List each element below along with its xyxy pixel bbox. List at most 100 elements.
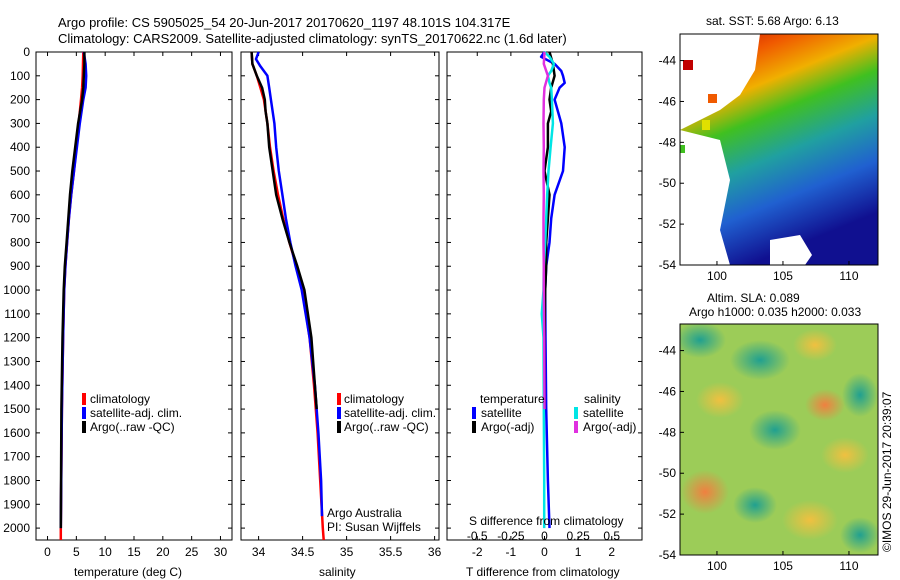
map-y-tick-label: -52 — [659, 217, 677, 231]
salinity-xlabel: salinity — [319, 565, 356, 579]
depth-tick-label: 200 — [10, 93, 30, 107]
legend-title-temperature: temperature — [480, 392, 545, 406]
s-tick-label: 0.25 — [566, 529, 590, 543]
map-y-tick-label: -50 — [659, 466, 677, 480]
series-line-temperature-argo-adj- — [543, 51, 556, 410]
sla-eddy — [733, 487, 777, 523]
x-tick-label: 2 — [608, 545, 615, 559]
legend-argo: Argo(..raw -QC) — [344, 420, 429, 434]
difference-legend: temperature salinity satellite Argo(-adj… — [472, 392, 636, 434]
series-line-argo-raw-qc- — [59, 52, 86, 529]
legend-swatch-satellite — [82, 407, 86, 419]
x-tick-label: -1 — [506, 545, 517, 559]
depth-tick-label: 100 — [10, 69, 30, 83]
depth-tick-label: 1300 — [3, 354, 30, 368]
depth-tick-label: 300 — [10, 116, 30, 130]
sst-cloud-mask — [770, 235, 812, 265]
s-difference-ticks: -0.5 -0.25 0 0.25 0.5 — [467, 529, 620, 543]
legend-argo: Argo(..raw -QC) — [90, 420, 175, 434]
depth-tick-label: 1400 — [3, 378, 30, 392]
depth-tick-label: 1800 — [3, 473, 30, 487]
legend-swatch-argo — [82, 421, 86, 433]
depth-tick-label: 600 — [10, 188, 30, 202]
header-line-1: Argo profile: CS 5905025_54 20-Jun-2017 … — [58, 15, 511, 30]
depth-axis: 0 100 200 300 400 500 600 700 800 900 1000 1100 1200… — [3, 45, 642, 535]
sla-eddy — [821, 437, 869, 473]
map-x-tick-label: 100 — [707, 559, 727, 573]
sla-eddy — [681, 470, 729, 514]
sla-eddy — [793, 329, 837, 361]
temperature-xlabel: temperature (deg C) — [74, 565, 182, 579]
legend-swatch-climatology — [82, 393, 86, 405]
depth-tick-label: 1700 — [3, 450, 30, 464]
legend-sal-satellite: satellite — [583, 406, 624, 420]
series-line-climatology — [250, 51, 325, 541]
map-y-tick-label: -48 — [659, 135, 677, 149]
s-tick-label: -0.5 — [467, 529, 488, 543]
sst-pixel — [683, 60, 693, 70]
x-tick-label: -2 — [472, 545, 483, 559]
x-tick-label: 0 — [541, 545, 548, 559]
header-line-2: Climatology: CARS2009. Satellite-adjuste… — [58, 31, 567, 46]
map-x-tick-label: 110 — [839, 269, 858, 283]
sla-eddy — [680, 324, 726, 358]
s-tick-label: 0 — [541, 529, 548, 543]
map-y-tick-label: -52 — [659, 507, 677, 521]
sla-eddy — [749, 410, 801, 450]
map-y-tick-label: -48 — [659, 425, 677, 439]
s-difference-label: S difference from climatology — [469, 514, 624, 528]
depth-tick-label: 1200 — [3, 331, 30, 345]
x-tick-label: 35 — [340, 545, 354, 559]
x-tick-label: 35.5 — [379, 545, 403, 559]
salinity-plot: 34 34.5 35 35.5 36 — [250, 51, 442, 559]
s-tick-label: 0.5 — [603, 529, 620, 543]
legend-temp-argo: Argo(-adj) — [481, 420, 534, 434]
sst-map-image — [680, 34, 878, 265]
x-tick-label: 20 — [156, 545, 170, 559]
legend-swatch-temp-satellite — [472, 407, 476, 419]
map-y-tick-label: -54 — [659, 258, 677, 272]
sla-eddy — [805, 389, 845, 421]
depth-tick-label: 0 — [23, 45, 30, 59]
difference-xlabel: T difference from climatology — [466, 565, 620, 579]
map-x-tick-label: 105 — [773, 269, 793, 283]
depth-tick-label: 500 — [10, 164, 30, 178]
salinity-legend: climatology satellite-adj. clim. Argo(..… — [337, 392, 436, 434]
sla-map-title-1: Altim. SLA: 0.089 — [707, 291, 800, 305]
series-line-salinity-argo-adj- — [542, 51, 550, 410]
sla-map-frame — [679, 323, 879, 556]
legend-climatology: climatology — [90, 392, 150, 406]
legend-swatch-satellite — [337, 407, 341, 419]
legend-satellite: satellite-adj. clim. — [344, 406, 436, 420]
x-tick-label: 30 — [214, 545, 228, 559]
sla-map-image — [680, 324, 878, 555]
legend-sal-argo: Argo(-adj) — [583, 420, 636, 434]
sst-cloud-mask — [680, 34, 760, 130]
depth-tick-label: 400 — [10, 140, 30, 154]
map-y-tick-label: -54 — [659, 548, 677, 562]
temperature-plot: 0 5 10 15 20 25 30 — [44, 51, 228, 559]
depth-tick-label: 1600 — [3, 426, 30, 440]
legend-title-salinity: salinity — [584, 392, 621, 406]
temperature-panel — [35, 51, 233, 541]
map-y-tick-label: -50 — [659, 176, 677, 190]
x-tick-label: 34.5 — [291, 545, 315, 559]
x-tick-label: 34 — [252, 545, 266, 559]
depth-tick-label: 800 — [10, 235, 30, 249]
note-line-1: Argo Australia — [327, 506, 402, 520]
depth-tick-label: 700 — [10, 212, 30, 226]
sst-cloud-mask — [680, 130, 730, 265]
legend-satellite: satellite-adj. clim. — [90, 406, 182, 420]
map-x-tick-label: 100 — [707, 269, 727, 283]
legend-swatch-argo — [337, 421, 341, 433]
map-y-tick-label: -44 — [659, 344, 677, 358]
legend-temp-satellite: satellite — [481, 406, 522, 420]
map-y-tick-label: -46 — [659, 384, 677, 398]
sla-map-axes: -44 -46 -48 -50 -52 -54 100 105 110 — [659, 344, 859, 573]
sla-eddy — [730, 340, 790, 380]
map-x-tick-label: 105 — [773, 559, 793, 573]
depth-tick-label: 1000 — [3, 283, 30, 297]
sst-pixel — [702, 120, 710, 130]
x-tick-label: 36 — [428, 545, 442, 559]
